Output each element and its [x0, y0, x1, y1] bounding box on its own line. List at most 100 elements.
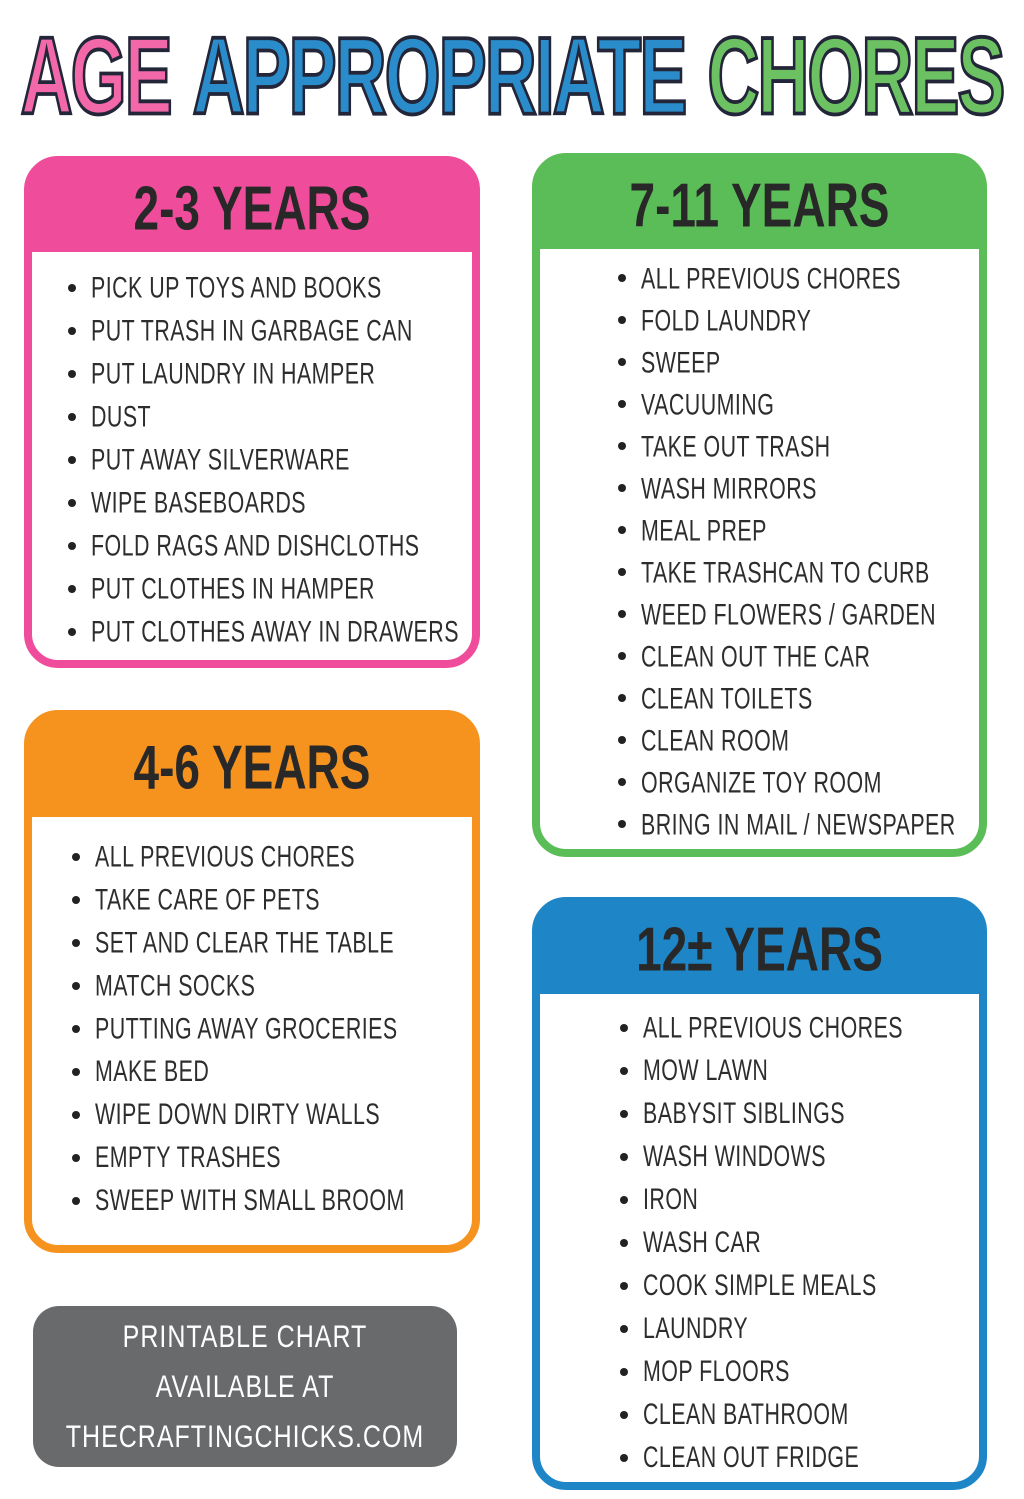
- chore-item: MOW LAWN: [620, 1049, 971, 1092]
- chore-item: MEAL PREP: [618, 509, 971, 551]
- chore-label: FOLD RAGS AND DISHCLOTHS: [91, 527, 420, 562]
- chore-item: WIPE BASEBOARDS: [68, 481, 464, 524]
- bullet-icon: [620, 1195, 628, 1204]
- chore-item: FOLD LAUNDRY: [618, 299, 971, 341]
- chore-label: ALL PREVIOUS CHORES: [95, 838, 356, 873]
- chore-label: ORGANIZE TOY ROOM: [641, 764, 882, 799]
- bullet-icon: [618, 316, 626, 324]
- bullet-icon: [68, 326, 76, 335]
- card-7-11-years-header: 7-11 YEARS: [539, 160, 980, 249]
- footer-line: AVAILABLE AT: [155, 1369, 335, 1404]
- chore-item: PUT LAUNDRY IN HAMPER: [68, 352, 464, 395]
- chore-item: IRON: [620, 1178, 971, 1221]
- chore-item: PUT AWAY SILVERWARE: [68, 438, 464, 481]
- chore-label: VACUUMING: [641, 386, 775, 421]
- chore-label: MEAL PREP: [641, 512, 767, 547]
- bullet-icon: [68, 412, 76, 421]
- chore-item: MOP FLOORS: [620, 1350, 971, 1393]
- card-2-3-years-header: 2-3 YEARS: [31, 163, 473, 252]
- bullet-icon: [68, 283, 76, 292]
- bullet-icon: [68, 455, 76, 464]
- chore-label: PUTTING AWAY GROCERIES: [95, 1010, 398, 1045]
- title-word: AGE: [19, 14, 174, 139]
- card-12-plus-years: 12± YEARS ALL PREVIOUS CHORES MOW LAWN BAB…: [532, 897, 987, 1490]
- bullet-icon: [68, 584, 76, 593]
- card-4-6-years: 4-6 YEARS ALL PREVIOUS CHORES TAKE CARE O…: [24, 710, 480, 1253]
- card-title: 4-6 YEARS: [133, 731, 371, 803]
- chore-item: WASH MIRRORS: [618, 467, 971, 509]
- title-word: APPROPRIATE: [191, 14, 688, 139]
- bullet-icon: [72, 1110, 80, 1119]
- chore-label: CLEAN BATHROOM: [643, 1396, 849, 1431]
- card-12-plus-years-header: 12± YEARS: [539, 904, 980, 994]
- bullet-icon: [72, 1067, 80, 1076]
- bullet-icon: [620, 1324, 628, 1333]
- chore-label: DUST: [91, 398, 152, 433]
- bullet-icon: [618, 526, 626, 534]
- chore-item: PUT TRASH IN GARBAGE CAN: [68, 309, 464, 352]
- bullet-icon: [68, 541, 76, 550]
- chore-label: CLEAN OUT THE CAR: [641, 638, 871, 673]
- card-4-6-years-header: 4-6 YEARS: [31, 717, 473, 817]
- chore-item: PUTTING AWAY GROCERIES: [72, 1007, 464, 1050]
- chore-label: PICK UP TOYS AND BOOKS: [91, 269, 382, 304]
- chore-label: MAKE BED: [95, 1053, 210, 1088]
- chore-label: WASH WINDOWS: [643, 1138, 827, 1173]
- chore-item: WASH WINDOWS: [620, 1135, 971, 1178]
- chore-label: ALL PREVIOUS CHORES: [643, 1009, 904, 1044]
- card-title: 2-3 YEARS: [133, 172, 371, 243]
- chore-list-2-3-years: PICK UP TOYS AND BOOKS PUT TRASH IN GARBA…: [32, 252, 472, 653]
- footer-credit-box: PRINTABLE CHART AVAILABLE AT THECRAFTINGCH…: [33, 1306, 457, 1467]
- chore-item: TAKE CARE OF PETS: [72, 878, 464, 921]
- chore-label: LAUNDRY: [643, 1310, 749, 1345]
- chore-label: CLEAN ROOM: [641, 722, 790, 757]
- chore-item: CLEAN BATHROOM: [620, 1393, 971, 1436]
- chore-item: MATCH SOCKS: [72, 964, 464, 1007]
- chore-item: CLEAN ROOM: [618, 719, 971, 761]
- chore-item: LAUNDRY: [620, 1307, 971, 1350]
- bullet-icon: [620, 1109, 628, 1118]
- chore-item: WIPE DOWN DIRTY WALLS: [72, 1093, 464, 1136]
- chore-label: WASH MIRRORS: [641, 470, 817, 505]
- bullet-icon: [620, 1152, 628, 1161]
- chore-item: PICK UP TOYS AND BOOKS: [68, 266, 464, 309]
- bullet-icon: [618, 736, 626, 744]
- chore-label: FOLD LAUNDRY: [641, 302, 812, 337]
- bullet-icon: [620, 1238, 628, 1247]
- chore-item: SWEEP: [618, 341, 971, 383]
- chore-item: PUT CLOTHES AWAY IN DRAWERS: [68, 610, 464, 653]
- chore-item: BABYSIT SIBLINGS: [620, 1092, 971, 1135]
- chore-item: SET AND CLEAR THE TABLE: [72, 921, 464, 964]
- chore-label: SWEEP WITH SMALL BROOM: [95, 1182, 405, 1217]
- chore-label: IRON: [643, 1181, 699, 1216]
- bullet-icon: [618, 652, 626, 660]
- chore-list-4-6-years: ALL PREVIOUS CHORES TAKE CARE OF PETS SET …: [32, 817, 472, 1222]
- chore-label: CLEAN OUT FRIDGE: [643, 1439, 860, 1474]
- bullet-icon: [72, 1024, 80, 1033]
- chore-label: CLEAN TOILETS: [641, 680, 813, 715]
- bullet-icon: [620, 1281, 628, 1290]
- card-2-3-years: 2-3 YEARS PICK UP TOYS AND BOOKS PUT TRAS…: [24, 156, 480, 668]
- bullet-icon: [72, 981, 80, 990]
- chore-label: EMPTY TRASHES: [95, 1139, 281, 1174]
- bullet-icon: [620, 1066, 628, 1075]
- chore-item: ALL PREVIOUS CHORES: [620, 1006, 971, 1049]
- chore-item: DUST: [68, 395, 464, 438]
- bullet-icon: [620, 1023, 628, 1032]
- chore-item: VACUUMING: [618, 383, 971, 425]
- chore-label: WIPE BASEBOARDS: [91, 484, 306, 519]
- bullet-icon: [620, 1410, 628, 1419]
- bullet-icon: [618, 610, 626, 618]
- chore-item: MAKE BED: [72, 1050, 464, 1093]
- chore-item: TAKE TRASHCAN TO CURB: [618, 551, 971, 593]
- footer-line: THECRAFTINGCHICKS.COM: [65, 1419, 425, 1454]
- chore-item: TAKE OUT TRASH: [618, 425, 971, 467]
- chore-label: PUT TRASH IN GARBAGE CAN: [91, 312, 413, 347]
- chore-label: COOK SIMPLE MEALS: [643, 1267, 877, 1302]
- bullet-icon: [68, 498, 76, 507]
- bullet-icon: [72, 852, 80, 861]
- chore-item: BRING IN MAIL / NEWSPAPER: [618, 803, 971, 845]
- chore-label: TAKE TRASHCAN TO CURB: [641, 554, 930, 589]
- chore-label: PUT LAUNDRY IN HAMPER: [91, 355, 376, 390]
